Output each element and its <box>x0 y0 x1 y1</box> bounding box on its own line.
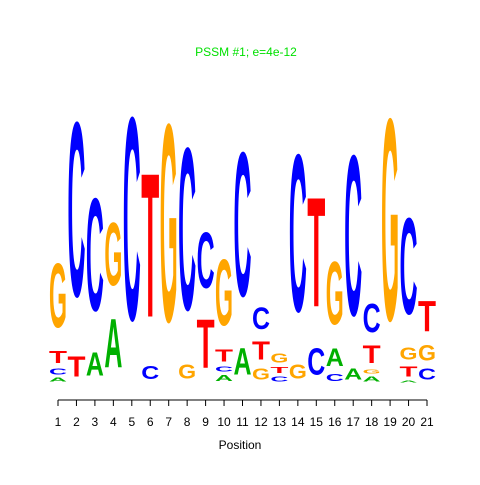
x-tick-label: 19 <box>383 415 397 429</box>
logo-letter: C <box>215 365 233 373</box>
logo-letter: C <box>326 372 344 383</box>
x-tick-label: 13 <box>273 415 287 429</box>
logo-letter: A <box>344 366 362 384</box>
x-tick-label: 16 <box>328 415 342 429</box>
logo-letter: T <box>418 291 436 340</box>
logo-letter: C <box>86 166 104 345</box>
x-tick-label: 18 <box>365 415 379 429</box>
x-tick-label: 11 <box>236 415 249 429</box>
logo-letter: G <box>289 360 307 383</box>
logo-letter: T <box>67 352 85 384</box>
logo-letter: G <box>326 243 344 343</box>
logo-letter: G <box>400 344 418 364</box>
logo-letter: A <box>400 380 418 383</box>
logo-letter: G <box>381 60 399 381</box>
chart-title: PSSM #1; e=4e-12 <box>195 45 297 59</box>
x-tick-label: 14 <box>291 415 305 429</box>
logo-letter: C <box>344 107 362 364</box>
logo-letter: G <box>215 240 233 346</box>
logo-letter: A <box>215 373 233 383</box>
logo-letter: C <box>178 100 196 359</box>
logo-letter: C <box>197 215 215 305</box>
logo-letter: T <box>215 346 233 365</box>
logo-letter: C <box>289 107 307 359</box>
logo-letter: G <box>160 64 178 381</box>
logo-letter: C <box>123 57 141 381</box>
logo-letter: C <box>234 110 252 340</box>
logo-letter: G <box>252 366 270 384</box>
logo-letter: A <box>104 306 122 383</box>
logo-letter: G <box>418 341 436 365</box>
logo-letter: G <box>49 246 67 347</box>
logo-letter: A <box>363 375 381 383</box>
logo-letter: C <box>67 69 85 349</box>
x-tick-label: 20 <box>402 415 416 429</box>
logo-letter: T <box>252 336 270 365</box>
logo-letter: C <box>400 188 418 342</box>
logo-letter: T <box>400 363 418 379</box>
x-tick-label: 17 <box>347 415 361 429</box>
logo-letter: A <box>234 340 252 382</box>
x-tick-label: 9 <box>202 415 209 429</box>
logo-letter: T <box>270 365 289 375</box>
logo-letter: C <box>141 362 159 383</box>
x-tick-label: 8 <box>184 415 191 429</box>
logo-letter: A <box>86 346 104 383</box>
logo-letter: G <box>363 368 381 375</box>
x-tick-label: 21 <box>420 415 434 429</box>
logo-letter: G <box>104 204 122 304</box>
logo-letter: T <box>197 306 215 383</box>
x-tick-label: 2 <box>73 415 80 429</box>
x-tick-label: 1 <box>55 415 62 429</box>
logo-letter: T <box>141 132 159 362</box>
x-tick-label: 6 <box>147 415 154 429</box>
x-axis-label: Position <box>219 438 262 452</box>
logo-letter: C <box>418 366 436 384</box>
x-tick-label: 12 <box>254 415 268 429</box>
logo-letter: T <box>363 340 381 368</box>
logo-letter: C <box>270 375 288 383</box>
logo-letter: A <box>49 377 67 383</box>
logo-letter: T <box>307 165 325 340</box>
logo-letter: C <box>49 367 67 377</box>
logo-letter: C <box>363 296 381 342</box>
x-tick-label: 7 <box>165 415 172 429</box>
logo-letter: A <box>326 345 344 372</box>
x-tick-label: 5 <box>128 415 135 429</box>
x-tick-label: 3 <box>92 415 99 429</box>
logo-letter: G <box>270 350 288 365</box>
x-tick-label: 4 <box>110 415 117 429</box>
x-tick-label: 15 <box>310 415 324 429</box>
logo-letter: C <box>252 301 270 337</box>
logo-letter: G <box>178 360 196 383</box>
logo-letter: T <box>49 348 67 367</box>
x-tick-label: 10 <box>217 415 231 429</box>
logo-letter: C <box>307 340 325 382</box>
